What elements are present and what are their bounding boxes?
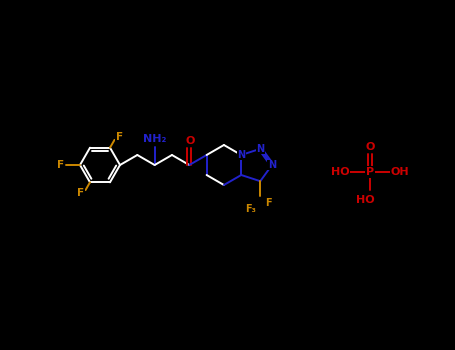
Text: P: P (366, 167, 374, 177)
Text: NH₂: NH₂ (143, 134, 167, 144)
Text: F: F (265, 198, 272, 208)
Text: HO: HO (356, 195, 374, 205)
Text: O: O (365, 142, 374, 152)
Text: N: N (256, 144, 264, 154)
Text: F: F (57, 160, 65, 170)
Text: N: N (268, 160, 276, 170)
Text: N: N (237, 150, 245, 160)
Text: F₃: F₃ (245, 204, 256, 214)
Text: F: F (77, 188, 84, 198)
Text: F: F (116, 132, 123, 142)
Text: HO: HO (331, 167, 349, 177)
Text: O: O (186, 136, 195, 146)
Text: OH: OH (391, 167, 410, 177)
